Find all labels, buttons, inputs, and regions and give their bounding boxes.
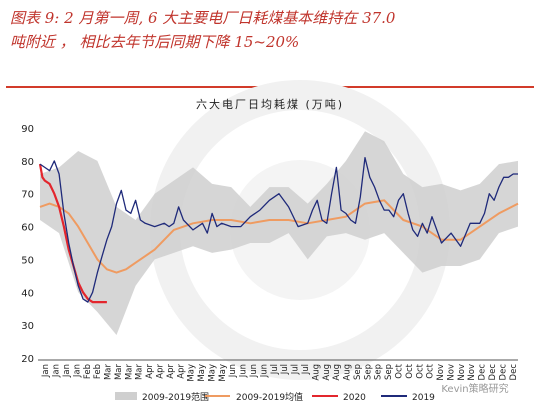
legend-label-2020: 2020: [343, 393, 366, 403]
x-tick-label: May: [187, 364, 197, 382]
y-tick-label: 30: [21, 321, 34, 332]
x-tick-label: Sep: [353, 364, 363, 380]
y-tick-label: 80: [21, 157, 34, 168]
x-tick-label: Sep: [374, 364, 384, 380]
x-tick-label: Dec: [509, 364, 519, 381]
legend: 2009-2019范围 2009-2019均值 2020 2019: [115, 391, 435, 403]
page-title: 图表 9: 2 月第一周, 6 大主要电厂日耗煤基本维持在 37.0 吨附近 ，…: [10, 6, 530, 54]
y-tick-label: 20: [21, 354, 34, 365]
x-tick-label: Oct: [405, 363, 415, 378]
title-line-2: 吨附近 ， 相比去年节后同期下降 15~20%: [10, 33, 300, 51]
x-tick-label: Jan: [41, 364, 51, 378]
x-tick-label: Mar: [114, 364, 124, 381]
series-line-2020: [38, 163, 107, 304]
legend-label-range: 2009-2019范围: [142, 391, 209, 403]
x-axis: Jan Jan Jan Jan Feb Feb Mar Mar Mar Mar Apr Apr Apr A…: [41, 363, 519, 381]
x-tick-label: Apr: [145, 364, 155, 379]
x-tick-label: Dec: [488, 364, 498, 381]
plot-area: [38, 131, 519, 335]
y-tick-label: 40: [21, 288, 34, 299]
x-tick-label: Jun: [259, 364, 269, 378]
x-tick-label: Apr: [176, 364, 186, 379]
y-tick-label: 90: [21, 124, 34, 135]
x-tick-label: Jul: [291, 364, 301, 375]
x-tick-label: Jan: [52, 364, 62, 378]
series-line-2019: [39, 156, 518, 303]
legend-label-avg: 2009-2019均值: [236, 391, 303, 403]
x-tick-label: Aug: [332, 364, 342, 381]
x-tick-label: Jun: [239, 364, 249, 378]
x-tick-label: Mar: [135, 364, 145, 381]
x-tick-label: Jan: [72, 364, 82, 378]
chart-title: 六大电厂日均耗煤 (万吨): [196, 97, 344, 111]
x-tick-label: Mar: [104, 364, 114, 381]
x-tick-label: May: [207, 364, 217, 382]
x-tick-label: Apr: [156, 364, 166, 379]
title-line-1: 图表 9: 2 月第一周, 6 大主要电厂日耗煤基本维持在 37.0: [10, 9, 396, 27]
watermark-text: Kevin策略研究: [441, 382, 508, 395]
x-tick-label: Oct: [395, 363, 405, 378]
x-tick-label: Dec: [478, 364, 488, 381]
x-tick-label: Jun: [249, 364, 259, 378]
range-band: [40, 131, 518, 335]
x-tick-label: Oct: [415, 363, 425, 378]
x-tick-label: Jul: [301, 364, 311, 375]
x-tick-label: May: [197, 364, 207, 382]
x-tick-label: Aug: [311, 364, 321, 381]
series-line-average: [39, 199, 519, 274]
x-tick-label: Feb: [83, 364, 93, 379]
y-axis: 20 30 40 50 60 70 80 90: [21, 124, 34, 365]
x-tick-label: Sep: [384, 364, 394, 380]
x-tick-label: Aug: [343, 364, 353, 381]
x-tick-label: Jun: [228, 364, 238, 378]
x-tick-label: Jul: [280, 364, 290, 375]
legend-swatch-range: [115, 392, 137, 400]
x-tick-label: Dec: [498, 364, 508, 381]
x-tick-label: Nov: [467, 364, 477, 381]
x-tick-label: Feb: [93, 364, 103, 379]
y-tick-label: 70: [21, 190, 34, 201]
legend-label-2019: 2019: [412, 393, 435, 403]
x-tick-label: Jul: [270, 364, 280, 375]
x-tick-label: Mar: [124, 364, 134, 381]
y-tick-label: 50: [21, 255, 34, 266]
x-tick-label: Sep: [363, 364, 373, 380]
y-tick-label: 60: [21, 223, 34, 234]
x-tick-label: Oct: [426, 363, 436, 378]
x-tick-label: Aug: [322, 364, 332, 381]
x-tick-label: Nov: [446, 364, 456, 381]
x-tick-label: Apr: [166, 364, 176, 379]
x-tick-label: May: [218, 364, 228, 382]
x-tick-label: Nov: [457, 364, 467, 381]
x-tick-label: Nov: [436, 364, 446, 381]
x-tick-label: Jan: [62, 364, 72, 378]
